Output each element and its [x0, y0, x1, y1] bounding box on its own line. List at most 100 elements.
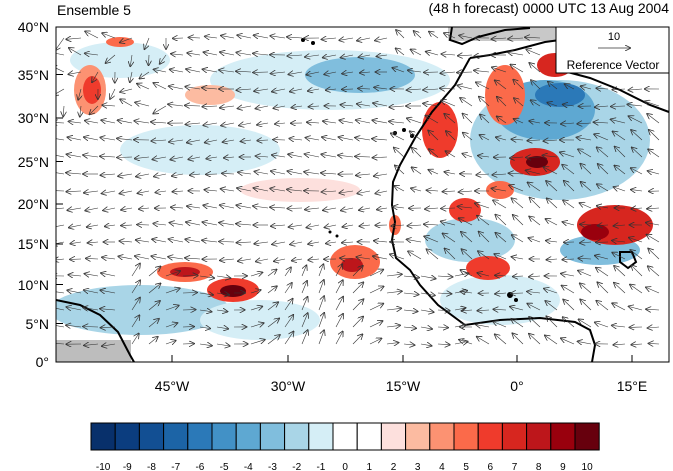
wind-vector — [478, 310, 490, 311]
wind-vector — [420, 327, 432, 329]
wind-vector — [165, 288, 180, 294]
wind-vector — [564, 181, 575, 192]
wind-vector — [83, 155, 99, 157]
wind-vector — [615, 147, 626, 158]
wind-vector — [426, 116, 439, 124]
wind-vector — [117, 138, 133, 140]
field-blob — [485, 65, 525, 125]
wind-vector — [563, 200, 575, 209]
lon-label: 15°E — [617, 378, 648, 394]
wind-vector — [611, 106, 626, 107]
wind-vector — [561, 123, 575, 124]
wind-vector — [70, 242, 82, 244]
wind-vector — [106, 54, 116, 63]
wind-vector — [407, 89, 422, 90]
island — [335, 234, 339, 238]
wind-vector — [56, 207, 65, 210]
wind-vector — [292, 259, 303, 261]
wind-vector — [216, 344, 230, 346]
wind-vector — [369, 270, 383, 277]
wind-vector — [477, 337, 490, 345]
wind-vector — [301, 281, 307, 294]
wind-vector — [424, 224, 439, 225]
wind-vector — [512, 257, 524, 259]
wind-vector — [648, 266, 660, 277]
wind-vector — [395, 166, 405, 175]
wind-vector — [118, 120, 133, 123]
wind-vector — [182, 276, 198, 277]
wind-vector — [547, 103, 558, 106]
field-blob — [240, 178, 360, 202]
colorbar-box — [90, 422, 116, 451]
wind-vector — [153, 224, 167, 226]
wind-vector — [256, 156, 269, 157]
coastlines — [56, 27, 669, 362]
wind-vector — [594, 134, 609, 141]
wind-vector — [216, 293, 229, 295]
wind-vector — [526, 170, 541, 174]
wind-vector — [441, 208, 456, 209]
wind-vector — [120, 37, 133, 43]
wind-vector — [185, 87, 201, 89]
mediterranean-coastline — [469, 39, 561, 59]
colorbar-box — [284, 422, 310, 451]
wind-vector — [318, 330, 324, 345]
wind-vector — [578, 271, 592, 277]
wind-vector — [462, 249, 473, 260]
wind-vector — [442, 54, 456, 55]
wind-vector — [427, 190, 439, 191]
island — [301, 38, 305, 42]
wind-vector — [386, 325, 400, 327]
wind-vector — [257, 123, 269, 125]
wind-vector — [352, 317, 363, 328]
wind-vector — [287, 55, 303, 56]
wind-vector — [423, 89, 439, 90]
wind-vector — [216, 276, 230, 278]
wind-vector — [306, 138, 320, 140]
wind-vector — [101, 327, 116, 328]
wind-vector — [267, 302, 278, 311]
field-blob — [341, 258, 363, 272]
wind-vector — [563, 105, 575, 107]
wind-vector — [352, 299, 363, 311]
wind-vector — [102, 33, 116, 39]
wind-vector — [479, 97, 490, 107]
wind-vector — [199, 293, 213, 295]
wind-vector — [577, 123, 592, 124]
wind-vector — [56, 225, 65, 228]
wind-vector — [274, 106, 286, 108]
wind-vector — [148, 319, 159, 328]
colorbar-box — [235, 422, 261, 451]
wind-vector — [202, 240, 218, 242]
wind-vector — [322, 191, 337, 192]
wind-vector — [67, 154, 82, 157]
map-frame — [55, 26, 670, 363]
wind-vector — [631, 208, 643, 209]
wind-vector — [598, 164, 609, 175]
africa-coastline — [390, 57, 597, 362]
wind-vector — [441, 72, 456, 73]
wind-vector — [386, 308, 401, 310]
wind-vector — [562, 259, 575, 260]
wind-vector — [182, 293, 197, 294]
wind-vector — [154, 174, 167, 177]
wind-vector — [646, 223, 660, 225]
wind-vector — [511, 65, 524, 73]
wind-vector — [56, 172, 65, 175]
wind-vector — [459, 35, 473, 38]
wind-vector — [118, 174, 133, 176]
wind-vector — [199, 276, 214, 278]
wind-vector — [646, 309, 660, 310]
wind-vector — [375, 38, 388, 41]
wind-vector — [66, 173, 82, 174]
wind-vector — [63, 105, 64, 116]
wind-vector — [78, 88, 81, 100]
wind-vector — [56, 88, 65, 95]
colorbar-box — [526, 422, 552, 451]
wind-vector — [563, 222, 575, 225]
wind-vector — [83, 308, 99, 310]
wind-vector — [169, 140, 184, 142]
wind-vector — [355, 156, 371, 157]
wind-vector — [101, 174, 116, 175]
lat-axis: 40°N 35°N 30°N 25°N 20°N 15°N 10°N 5°N 0… — [18, 19, 63, 370]
